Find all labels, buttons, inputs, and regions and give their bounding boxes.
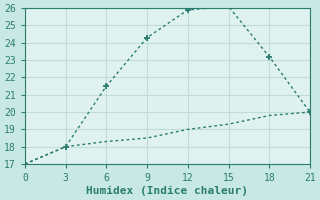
X-axis label: Humidex (Indice chaleur): Humidex (Indice chaleur) xyxy=(86,186,248,196)
